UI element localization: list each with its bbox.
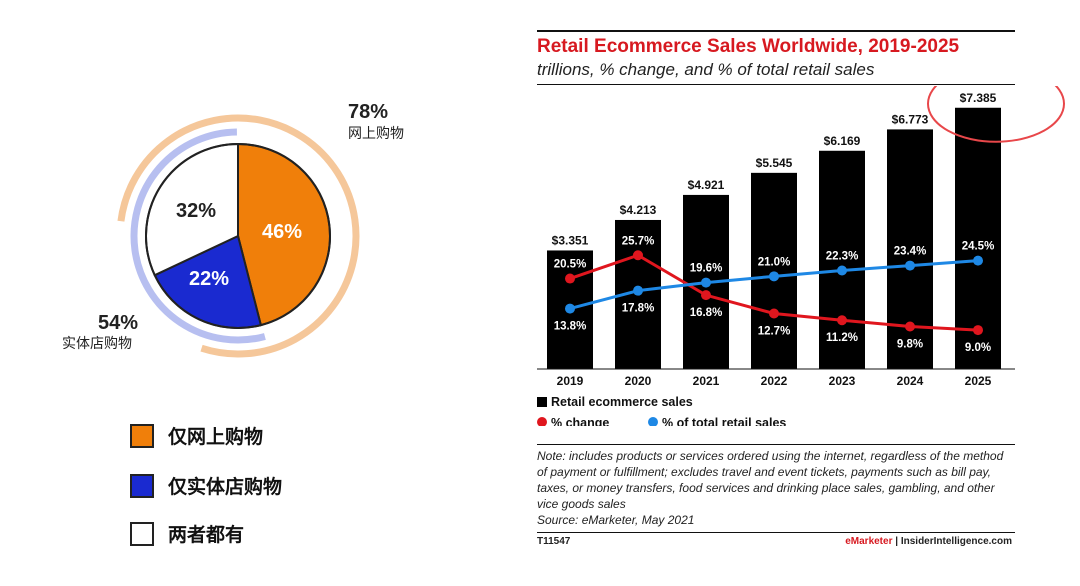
x-tick-2020: 2020 — [625, 374, 652, 388]
legend-label-pct-of-retail: % of total retail sales — [662, 416, 786, 426]
pct-of-retail-point-2021 — [701, 277, 711, 288]
bar-2022 — [751, 172, 797, 369]
pct-change-point-2023 — [837, 315, 847, 326]
legend-item-offline-only: 仅实体店购物 — [130, 472, 282, 499]
pct-of-retail-label-2019: 13.8% — [554, 321, 587, 333]
chart-title: Retail Ecommerce Sales Worldwide, 2019-2… — [537, 36, 960, 57]
online-total-label: 网上购物 — [348, 126, 404, 142]
pct-change-point-2024 — [905, 321, 915, 332]
pct-change-label-2019: 20.5% — [554, 259, 587, 271]
ecommerce-chart-card: Retail Ecommerce Sales Worldwide, 2019-2… — [525, 20, 1080, 581]
bar-value-label-2019: $3.351 — [552, 233, 589, 247]
legend-label-both: 两者都有 — [168, 524, 245, 546]
pct-of-retail-point-2023 — [837, 265, 847, 276]
bar-value-label-2021: $4.921 — [688, 178, 725, 192]
pct-of-retail-label-2021: 19.6% — [690, 263, 723, 275]
both-pct-label: 32% — [176, 200, 216, 222]
legend-dot-pct-change — [537, 417, 547, 426]
brand-emarketer: eMarketer — [845, 536, 893, 547]
note-text: Note: includes products or services orde… — [537, 449, 1004, 511]
pct-change-label-2020: 25.7% — [622, 235, 655, 247]
pct-of-retail-point-2020 — [633, 285, 643, 296]
pct-of-retail-label-2023: 22.3% — [826, 250, 859, 262]
legend-swatch-offline-only — [130, 473, 154, 498]
bar-value-label-2025: $7.385 — [960, 91, 997, 105]
donut-slices — [145, 142, 331, 329]
chart-subtitle: trillions, % change, and % of total reta… — [537, 60, 875, 79]
pct-of-retail-point-2024 — [905, 260, 915, 271]
offline-only-pct-label: 22% — [189, 268, 229, 290]
footer-rule — [537, 532, 1015, 533]
chart-legend: Retail ecommerce sales % change % of total… — [537, 395, 786, 426]
bar-value-label-2024: $6.773 — [892, 112, 929, 126]
x-tick-2021: 2021 — [693, 374, 720, 388]
x-tick-labels: 2019 2020 2021 2022 2023 2024 2025 — [557, 374, 992, 388]
legend-label-offline-only: 仅实体店购物 — [168, 476, 283, 498]
legend-label-online-only: 仅网上购物 — [168, 426, 264, 448]
lines-layer: 20.5% 25.7% 16.8% 12.7% 11.2% 9.8% 9.0% 13.8% 17… — [554, 235, 995, 354]
pct-change-point-2021 — [701, 290, 711, 301]
x-tick-2019: 2019 — [557, 374, 584, 388]
x-tick-2025: 2025 — [965, 374, 992, 388]
pct-change-label-2021: 16.8% — [690, 307, 723, 319]
pct-change-label-2022: 12.7% — [758, 326, 791, 338]
pct-of-retail-point-2019 — [565, 303, 575, 314]
pct-of-retail-label-2024: 23.4% — [894, 246, 927, 258]
brand-separator: | — [892, 536, 901, 547]
legend-swatch-both — [130, 521, 154, 546]
bar-2023 — [819, 150, 865, 369]
x-tick-2022: 2022 — [761, 374, 788, 388]
title-rule — [537, 84, 1015, 85]
legend-item-online-only: 仅网上购物 — [130, 422, 263, 449]
source-text: Source: eMarketer, May 2021 — [537, 513, 695, 527]
pct-change-point-2025 — [973, 325, 983, 336]
legend-dot-pct-of-retail — [648, 417, 658, 426]
brand-insider: InsiderIntelligence.com — [900, 536, 1012, 547]
legend-label-ecommerce: Retail ecommerce sales — [551, 395, 693, 409]
shopping-channel-infographic: 32% 46% 22% 78% 网上购物 54% 实体店购物 仅网上购物 仅实体… — [0, 0, 520, 581]
chart-id: T11547 — [537, 536, 571, 547]
pct-change-label-2023: 11.2% — [826, 332, 858, 344]
pct-change-point-2022 — [769, 308, 779, 319]
pct-change-label-2025: 9.0% — [965, 342, 991, 354]
pct-of-retail-label-2022: 21.0% — [758, 256, 791, 268]
highlight-circle-2025 — [927, 86, 1065, 143]
x-tick-2023: 2023 — [829, 374, 856, 388]
pct-change-label-2024: 9.8% — [897, 338, 923, 350]
pct-change-point-2020 — [633, 250, 643, 261]
pct-of-retail-label-2020: 17.8% — [622, 303, 655, 315]
x-tick-2024: 2024 — [897, 374, 924, 388]
donut-chart: 32% 46% 22% 78% 网上购物 54% 实体店购物 — [62, 101, 404, 358]
bar-value-label-2023: $6.169 — [824, 134, 861, 148]
donut-outline — [145, 143, 331, 329]
bar-value-label-2022: $5.545 — [756, 156, 793, 170]
top-rule — [537, 30, 1015, 32]
online-only-pct-label: 46% — [262, 221, 302, 243]
offline-total-arc — [130, 128, 266, 344]
legend-swatch-online-only — [130, 423, 154, 448]
online-total-arc — [117, 114, 360, 358]
pct-of-retail-point-2022 — [769, 271, 779, 282]
pct-of-retail-label-2025: 24.5% — [962, 241, 995, 253]
pct-change-point-2019 — [565, 273, 575, 284]
note-rule — [537, 444, 1015, 445]
sales-bar-line-chart: $3.351 $4.213 $4.921 $5.545 $6.169 $6.773 $7.3… — [537, 86, 1065, 426]
offline-total-label: 实体店购物 — [62, 336, 132, 352]
legend-item-both: 两者都有 — [130, 520, 244, 547]
offline-total-pct: 54% — [98, 312, 138, 334]
legend-label-pct-change: % change — [551, 416, 609, 426]
legend-swatch-ecommerce — [537, 397, 547, 407]
bar-value-label-2020: $4.213 — [620, 203, 657, 217]
online-total-pct: 78% — [348, 101, 388, 123]
brand-credit: eMarketer | InsiderIntelligence.com — [845, 536, 1012, 547]
pct-of-retail-point-2025 — [973, 255, 983, 266]
chart-note: Note: includes products or services orde… — [537, 448, 1015, 528]
